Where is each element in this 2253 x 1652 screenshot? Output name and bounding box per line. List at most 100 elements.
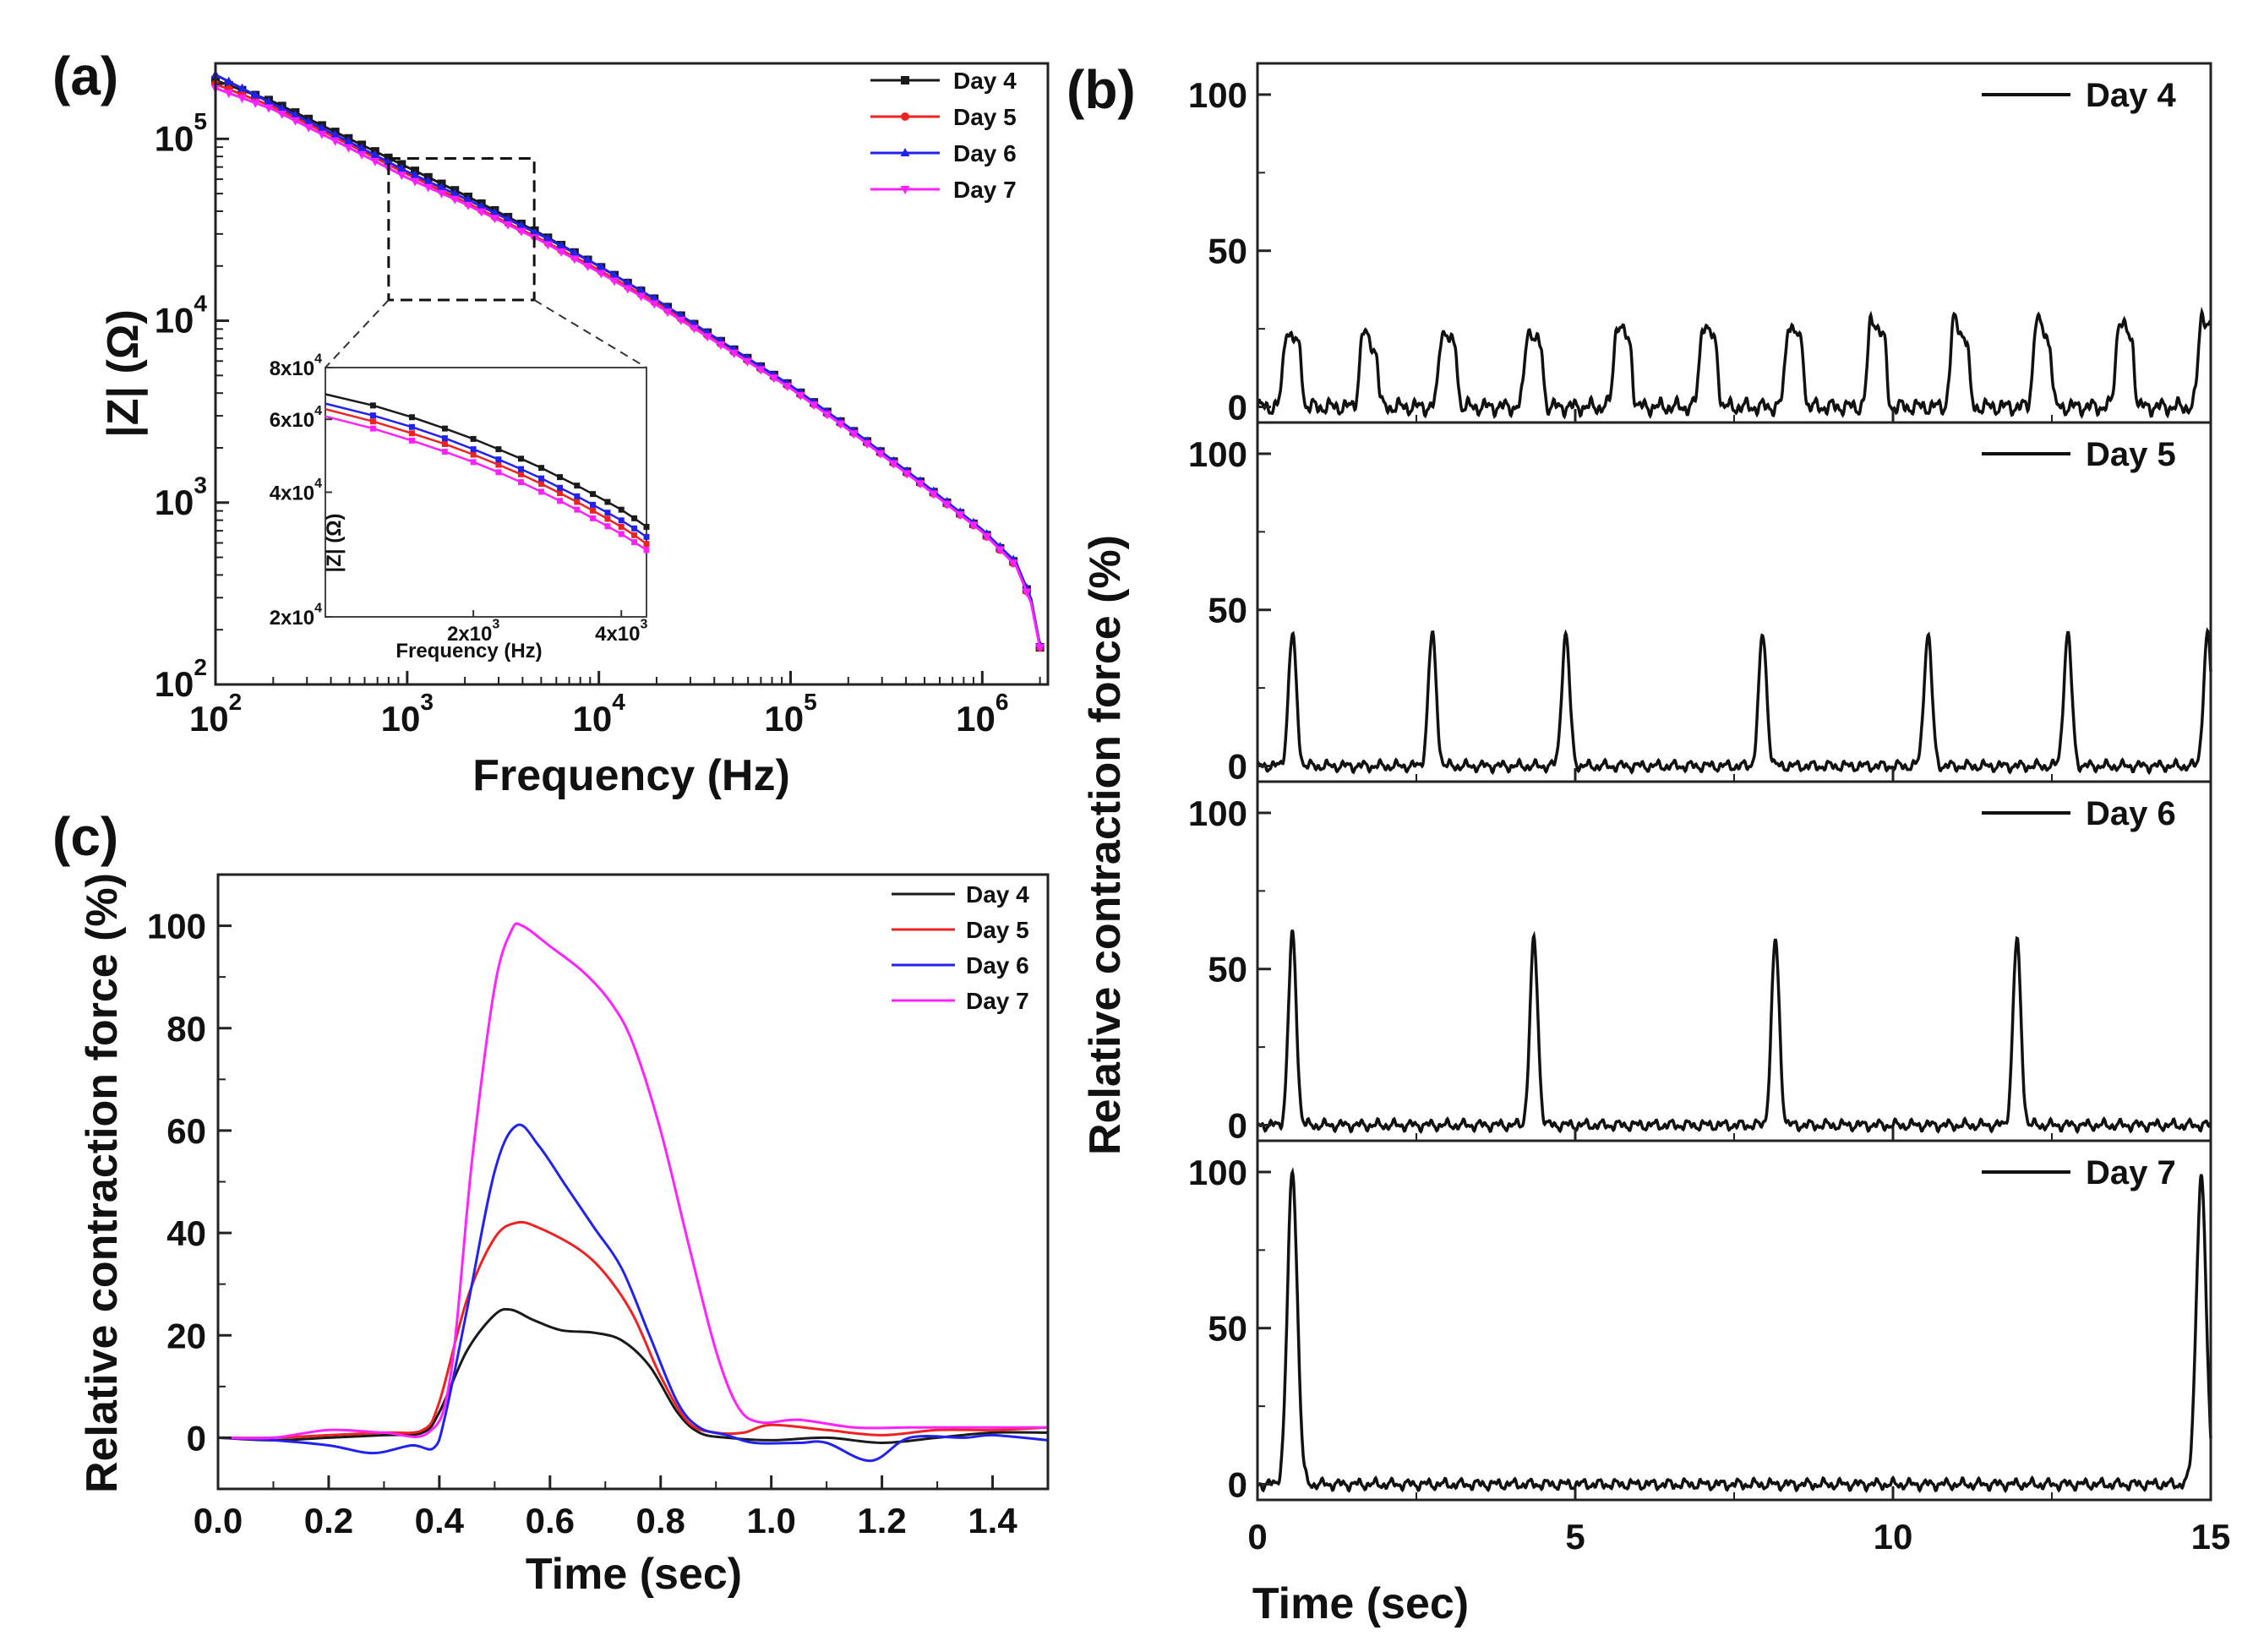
legend-label-c: Day 7 <box>966 988 1029 1014</box>
inset-data-point <box>517 455 524 462</box>
x-tick-label-b: 5 <box>1565 1517 1585 1557</box>
data-point-a <box>862 440 872 450</box>
inset-data-point <box>408 414 415 421</box>
subpanel-frame <box>1256 421 2212 783</box>
panel-label-c: (c) <box>52 806 118 867</box>
data-point-a <box>357 143 367 152</box>
subpanel-day-7: 0 50 100 Day 7 <box>1188 1139 2212 1505</box>
inset-data-point <box>517 479 524 486</box>
data-point-a <box>450 188 460 198</box>
y-tick-label-b: 100 <box>1188 793 1247 833</box>
data-point-a <box>1008 559 1018 569</box>
inset-data-point <box>369 418 376 425</box>
x-axis-label-b: Time (sec) <box>1252 1579 1469 1628</box>
inset-data-point <box>408 430 415 437</box>
inset-data-point <box>631 539 638 546</box>
data-point-a <box>955 511 965 521</box>
x-tick-label-c: 0.6 <box>526 1501 575 1540</box>
y-tick-label-b: 50 <box>1208 1309 1247 1349</box>
y-tick-label-a: 104 <box>155 290 208 340</box>
x-tick-label-a: 102 <box>189 689 242 739</box>
y-tick-label-c: 80 <box>166 1009 206 1049</box>
data-point-a <box>516 227 526 237</box>
data-point-a <box>941 500 952 510</box>
series-line-c-day-4 <box>217 1307 1049 1445</box>
legend-label-c: Day 5 <box>966 917 1029 943</box>
data-point-a <box>689 324 699 334</box>
inset-data-point <box>631 515 638 521</box>
inset-data-point <box>408 437 415 444</box>
data-point-a <box>902 470 912 479</box>
y-tick-label-c: 100 <box>147 907 206 946</box>
data-point-a <box>396 163 406 172</box>
data-point-a <box>596 270 606 279</box>
inset-data-point <box>538 488 545 495</box>
data-point-a <box>716 341 726 351</box>
trace-line <box>1257 930 2212 1135</box>
data-point-a <box>649 293 659 303</box>
legend-label-a: Day 5 <box>953 104 1017 130</box>
inset-series-day-4 <box>325 393 650 530</box>
data-point-a <box>702 333 712 342</box>
data-point-a <box>384 156 394 166</box>
legend-label-c: Day 6 <box>966 952 1029 979</box>
y-tick-label-b: 100 <box>1188 1153 1247 1192</box>
data-point-a <box>848 430 859 439</box>
data-point-a <box>649 300 659 309</box>
inset-data-point <box>590 491 597 498</box>
series-line-c-day-6 <box>217 1123 1049 1463</box>
data-point-a <box>410 170 420 179</box>
data-point-a <box>530 226 540 236</box>
legend-label-a: Day 7 <box>953 177 1017 203</box>
data-point-a <box>463 201 473 210</box>
data-point-a <box>396 172 406 181</box>
subpanel-frame <box>1256 780 2212 1142</box>
plot-frame-c <box>216 873 1050 1491</box>
data-point-a <box>769 374 779 384</box>
data-point-a <box>968 521 979 531</box>
inset-data-point <box>408 423 415 430</box>
data-point-a <box>237 94 247 103</box>
inset-data-point <box>643 533 650 540</box>
inset-data-point <box>470 435 477 442</box>
inset-data-point <box>590 515 597 521</box>
data-point-a <box>636 292 646 302</box>
series-a-day-7 <box>210 85 1045 653</box>
data-point-a <box>357 150 367 160</box>
data-point-a <box>303 123 314 133</box>
inset-data-point <box>643 541 650 548</box>
legend-label-b: Day 7 <box>2086 1154 2176 1191</box>
inset-y-tick-label: 6x104 <box>270 404 322 432</box>
inset-data-point <box>590 507 597 514</box>
inset-data-point <box>557 474 564 481</box>
data-point-a <box>277 103 287 112</box>
data-point-a <box>889 460 899 469</box>
y-tick-label-a: 102 <box>155 654 207 704</box>
data-point-a <box>463 194 473 204</box>
subpanel-frame <box>1256 1139 2212 1502</box>
inset-data-point <box>369 412 376 419</box>
data-point-a <box>224 90 234 99</box>
x-tick-label-b: 15 <box>2191 1517 2231 1557</box>
data-point-a <box>663 302 673 311</box>
legend-label-b: Day 5 <box>2086 436 2176 473</box>
inset-series-day-7 <box>325 415 650 553</box>
inset-data-point <box>538 475 545 482</box>
x-tick-label-b: 0 <box>1247 1517 1267 1557</box>
data-point-a <box>503 214 513 223</box>
data-point-a <box>676 316 686 325</box>
data-point-a <box>437 189 447 199</box>
data-point-a <box>663 308 673 318</box>
series-line-c-day-7 <box>217 922 1048 1440</box>
inset-data-point <box>604 515 611 522</box>
data-point-a <box>317 123 327 132</box>
data-point-a <box>1035 644 1045 653</box>
inset-data-point <box>470 459 477 466</box>
inset-data-point <box>631 532 638 538</box>
y-tick-label-b: 50 <box>1208 950 1247 990</box>
data-point-a <box>742 357 752 367</box>
data-point-a <box>437 183 447 192</box>
chart-panel-c: 0.0 0.2 0.4 0.6 0.8 1.0 1.2 1.4 0 20 40 60 80 100 Tim… <box>78 873 1050 1599</box>
